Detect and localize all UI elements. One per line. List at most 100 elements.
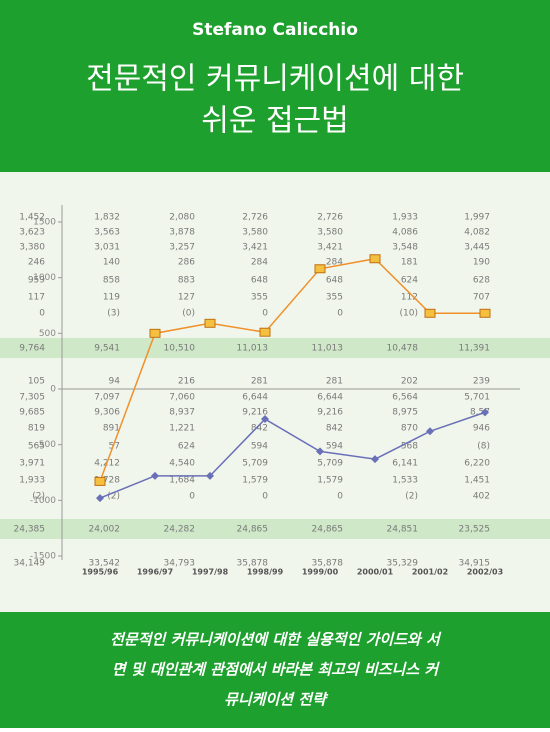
- table-cell: 112: [401, 293, 418, 303]
- title: 쉬운 접근법: [201, 104, 349, 139]
- x-tick-label: 1999/00: [302, 568, 339, 577]
- table-cell: (2): [405, 492, 418, 502]
- table-cell: 7,305: [19, 393, 45, 403]
- footer-band: [0, 612, 550, 728]
- point-marker: [149, 328, 161, 338]
- x-tick-label: 1997/98: [192, 568, 229, 577]
- table-cell: 1,997: [464, 213, 490, 223]
- table-cell: 4,540: [169, 459, 195, 469]
- table-cell: 870: [401, 424, 418, 434]
- point-marker: [369, 254, 381, 264]
- table-cell: 140: [103, 258, 120, 268]
- table-cell: 6,644: [242, 393, 268, 403]
- table-cell: 959: [28, 276, 45, 286]
- x-tick-label: 2001/02: [412, 568, 448, 577]
- point-marker: [424, 308, 436, 318]
- table-cell: 286: [178, 258, 195, 268]
- table-cell: 7,060: [169, 393, 195, 403]
- x-tick-label: 2002/03: [467, 568, 503, 577]
- y-tick-label: 1000: [33, 273, 56, 283]
- x-tick-label: 1998/99: [247, 568, 284, 577]
- table-cell: 1,533: [392, 476, 418, 486]
- table-cell: 3,257: [169, 243, 195, 253]
- table-cell: 117: [28, 293, 45, 303]
- y-tick-label: -1000: [30, 496, 56, 506]
- x-tick-label: 2000/01: [357, 568, 394, 577]
- table-cell: 24,865: [237, 525, 269, 535]
- table-cell: 8,57: [470, 408, 490, 418]
- table-cell: 858: [103, 276, 120, 286]
- table-cell: 24,851: [387, 525, 419, 535]
- table-cell: 3,031: [94, 243, 120, 253]
- point-marker: [206, 471, 214, 480]
- series-line: [99, 411, 486, 499]
- table-cell: 239: [473, 377, 490, 387]
- subtitle: 면 및 대인관계 관점에서 바라본 최고의 비즈니스 커: [112, 661, 441, 679]
- table-cell: 8,937: [169, 408, 195, 418]
- table-cell: 707: [473, 293, 490, 303]
- table-cell: 3,421: [242, 243, 268, 253]
- highlight-row: [0, 519, 550, 539]
- y-tick-label: 1500: [33, 218, 56, 228]
- x-tick-label: 1996/97: [137, 568, 173, 577]
- table-cell: 648: [326, 276, 343, 286]
- table-cell: 1,933: [392, 213, 418, 223]
- table-cell: 842: [251, 424, 268, 434]
- table-cell: 24,865: [312, 525, 344, 535]
- table-cell: 24,385: [14, 525, 46, 535]
- table-cell: 1,728: [94, 476, 120, 486]
- table-cell: 10,510: [164, 344, 196, 354]
- table-cell: 0: [262, 309, 268, 319]
- table-cell: 1,933: [19, 476, 45, 486]
- table-cell: 11,013: [237, 344, 269, 354]
- table-cell: 819: [28, 424, 45, 434]
- point-marker: [314, 264, 326, 274]
- point-marker: [94, 476, 106, 486]
- table-cell: 34,793: [164, 559, 196, 569]
- table-cell: 3,580: [242, 228, 268, 238]
- subtitle: 뮤니케이션 전략: [224, 691, 329, 709]
- point-marker: [316, 447, 324, 456]
- table-cell: 946: [473, 424, 490, 434]
- table-cell: 624: [401, 276, 418, 286]
- table-cell: (2): [107, 492, 120, 502]
- table-cell: 6,141: [392, 459, 418, 469]
- point-marker: [426, 427, 434, 436]
- table-cell: 23,525: [459, 525, 491, 535]
- table-cell: 281: [251, 377, 268, 387]
- table-cell: 0: [262, 492, 268, 502]
- table-cell: 34,915: [459, 559, 491, 569]
- table-cell: 842: [326, 424, 343, 434]
- table-cell: 9,541: [94, 344, 120, 354]
- table-cell: 3,623: [19, 228, 45, 238]
- table-cell: 891: [103, 424, 120, 434]
- y-tick-label: 0: [50, 385, 56, 395]
- subtitle: 전문적인 커뮤니케이션에 대한 실용적인 가이드와 서: [110, 631, 442, 649]
- table-cell: 1,832: [94, 213, 120, 223]
- header-band: [0, 0, 550, 172]
- table-cell: 284: [326, 258, 343, 268]
- point-marker: [479, 308, 491, 318]
- table-cell: 594: [251, 442, 268, 452]
- table-cell: 5,701: [464, 393, 490, 403]
- table-cell: 1,452: [19, 213, 45, 223]
- table-cell: 0: [39, 309, 45, 319]
- table-cell: 6,644: [317, 393, 343, 403]
- highlight-row: [0, 338, 550, 358]
- table-cell: 565: [28, 442, 45, 452]
- table-cell: 9,216: [317, 408, 343, 418]
- table-cell: 3,445: [464, 243, 490, 253]
- table-cell: 5,709: [317, 459, 343, 469]
- table-cell: 1,579: [317, 476, 343, 486]
- table-cell: 284: [251, 258, 268, 268]
- point-marker: [371, 455, 379, 464]
- table-cell: 624: [178, 442, 195, 452]
- table-cell: (10): [400, 309, 418, 319]
- point-marker: [481, 408, 489, 417]
- table-cell: 5,709: [242, 459, 268, 469]
- table-cell: 6,220: [464, 459, 490, 469]
- table-cell: 4,086: [392, 228, 418, 238]
- author: Stefano Calicchio: [192, 20, 358, 40]
- table-cell: 127: [178, 293, 195, 303]
- point-marker: [96, 494, 104, 503]
